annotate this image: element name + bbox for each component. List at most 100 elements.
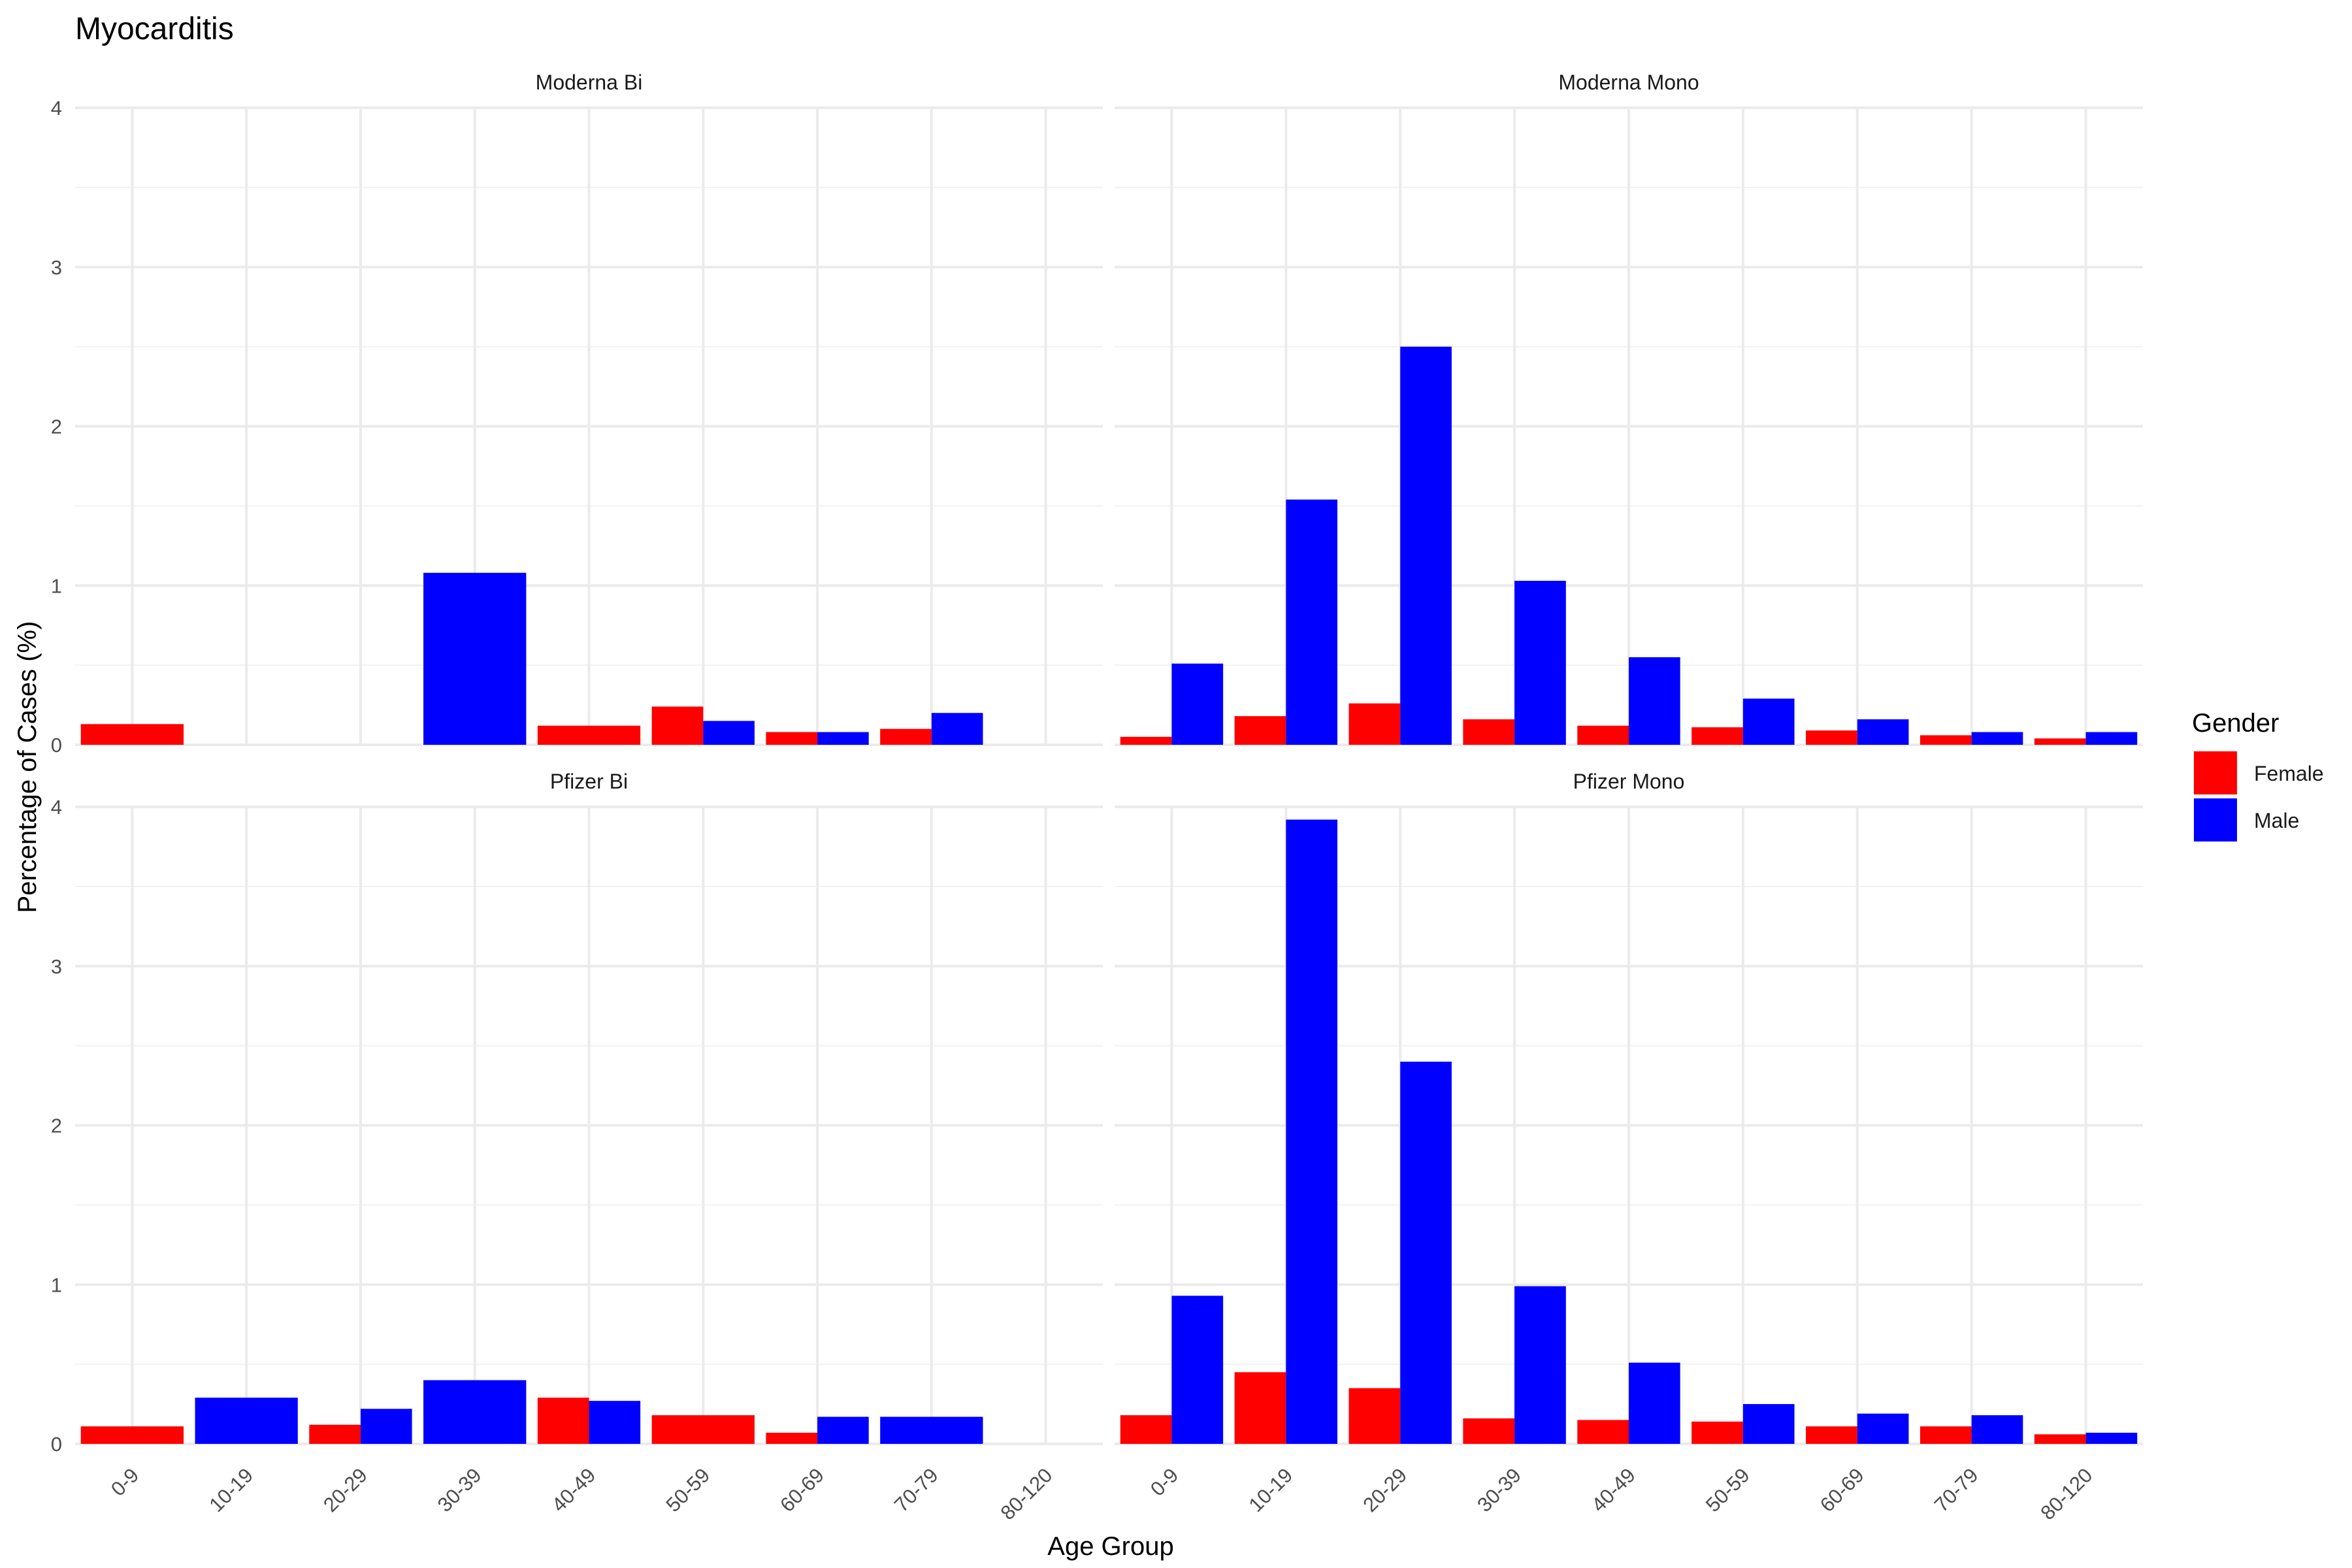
panel-title: Moderna Bi	[536, 71, 643, 94]
bar-male-30-39	[1514, 580, 1566, 745]
bar-female-0-9	[80, 724, 184, 745]
facet-panels: Moderna Bi 0 1 2 3 4 Moderna Mono Pfizer Bi 0 1 2 3…	[51, 71, 2143, 1524]
bar-female-50-59	[651, 706, 704, 745]
x-tick-label: 50-59	[1701, 1463, 1754, 1516]
bar-male-30-39	[423, 1380, 527, 1444]
bar-male-70-79	[1971, 732, 2023, 745]
bar-male-50-59	[703, 721, 755, 745]
legend-label-male: Male	[2254, 809, 2299, 832]
x-tick-label: 30-39	[433, 1463, 486, 1516]
bar-female-10-19	[1234, 1372, 1286, 1444]
bar-female-40-49	[537, 1397, 589, 1444]
bar-female-60-69	[766, 1432, 818, 1444]
bar-male-60-69	[1857, 719, 1909, 745]
bar-male-40-49	[1629, 657, 1680, 745]
bar-female-20-29	[1348, 703, 1401, 745]
bar-male-0-9	[1171, 1296, 1224, 1444]
x-tick-label: 50-59	[661, 1463, 714, 1516]
legend-key-male	[2194, 798, 2237, 841]
panel-pfizer-mono: Pfizer Mono 0-9 10-19 20-29 30-39 40-49 50-59 6…	[1115, 770, 2143, 1524]
x-tick-label: 10-19	[1244, 1463, 1297, 1516]
bar-male-70-79	[1971, 1415, 2023, 1445]
bar-female-60-69	[1806, 730, 1857, 745]
bar-male-80-120	[2085, 1432, 2138, 1444]
bar-female-50-59	[1691, 1421, 1743, 1445]
y-tick-label: 1	[51, 574, 62, 597]
panel-title: Moderna Mono	[1558, 71, 1699, 94]
bar-male-60-69	[817, 732, 869, 745]
bar-female-0-9	[1120, 1415, 1172, 1445]
x-tick-label: 60-69	[1816, 1463, 1869, 1516]
bar-male-10-19	[1286, 819, 1338, 1444]
bar-male-10-19	[1286, 499, 1338, 745]
bar-male-70-79	[880, 1416, 983, 1444]
bar-female-40-49	[1577, 725, 1629, 745]
bar-female-80-120	[2034, 1434, 2086, 1445]
x-tick-label: 70-79	[1930, 1463, 1983, 1516]
panel-moderna-mono: Moderna Mono	[1115, 71, 2143, 746]
bar-female-60-69	[1806, 1426, 1857, 1444]
bar-female-70-79	[1919, 735, 1972, 745]
bar-male-20-29	[1400, 1062, 1452, 1444]
bar-female-60-69	[766, 732, 818, 745]
x-tick-label: 10-19	[204, 1463, 257, 1516]
bar-male-0-9	[1171, 663, 1224, 745]
bar-female-70-79	[880, 728, 932, 745]
x-tick-label: 70-79	[890, 1463, 943, 1516]
bar-male-30-39	[1514, 1286, 1566, 1444]
x-tick-label: 30-39	[1473, 1463, 1526, 1516]
panel-pfizer-bi: Pfizer Bi 0 1 2 3 4 0-9 10-19 20-29 30-39 40-49 50-…	[51, 770, 1103, 1524]
panel-title: Pfizer Mono	[1573, 770, 1685, 793]
legend: Gender Female Male	[2192, 709, 2324, 841]
bar-female-20-29	[1348, 1388, 1401, 1444]
bar-male-60-69	[817, 1416, 869, 1444]
bar-female-0-9	[1120, 736, 1172, 745]
bar-male-70-79	[931, 713, 983, 745]
panel-moderna-bi: Moderna Bi 0 1 2 3 4	[51, 71, 1103, 757]
bar-male-60-69	[1857, 1413, 1909, 1444]
bar-female-30-39	[1463, 1418, 1515, 1444]
x-tick-label: 0-9	[106, 1463, 143, 1500]
x-tick-label: 80-120	[996, 1463, 1057, 1524]
y-tick-label: 2	[51, 416, 62, 438]
x-tick-label: 40-49	[547, 1463, 600, 1516]
y-tick-label: 1	[51, 1273, 62, 1296]
y-tick-label: 3	[51, 955, 62, 978]
bar-female-40-49	[537, 725, 641, 745]
chart-title: Myocarditis	[75, 12, 234, 46]
x-axis-title: Age Group	[1047, 1532, 1173, 1561]
bar-male-10-19	[195, 1397, 298, 1444]
y-tick-label: 2	[51, 1115, 62, 1137]
bar-male-50-59	[1742, 1404, 1795, 1444]
y-tick-label: 0	[51, 1433, 62, 1456]
y-tick-label: 0	[51, 734, 62, 757]
bar-female-10-19	[1234, 716, 1286, 745]
bar-male-20-29	[360, 1409, 412, 1445]
y-tick-label: 4	[51, 796, 62, 819]
bar-female-50-59	[1691, 727, 1743, 745]
legend-key-female	[2194, 751, 2237, 794]
bar-male-40-49	[589, 1401, 641, 1444]
bar-male-80-120	[2085, 732, 2138, 745]
x-tick-label: 20-29	[319, 1463, 372, 1516]
y-axis-title: Percentage of Cases (%)	[13, 621, 42, 913]
x-tick-label: 40-49	[1587, 1463, 1640, 1516]
bar-female-40-49	[1577, 1420, 1629, 1444]
legend-title: Gender	[2192, 709, 2279, 738]
bar-female-20-29	[309, 1424, 361, 1444]
bar-female-30-39	[1463, 719, 1515, 745]
x-tick-label: 60-69	[776, 1463, 828, 1516]
bar-female-0-9	[80, 1426, 184, 1444]
bar-male-50-59	[1742, 698, 1795, 745]
bar-female-80-120	[2034, 738, 2086, 745]
x-tick-label: 0-9	[1146, 1463, 1183, 1500]
bar-female-50-59	[651, 1415, 755, 1445]
x-tick-label: 20-29	[1358, 1463, 1411, 1516]
y-tick-label: 3	[51, 256, 62, 279]
y-tick-label: 4	[51, 97, 62, 120]
bar-male-30-39	[423, 572, 527, 745]
bar-female-70-79	[1919, 1426, 1972, 1444]
bar-male-20-29	[1400, 346, 1452, 745]
